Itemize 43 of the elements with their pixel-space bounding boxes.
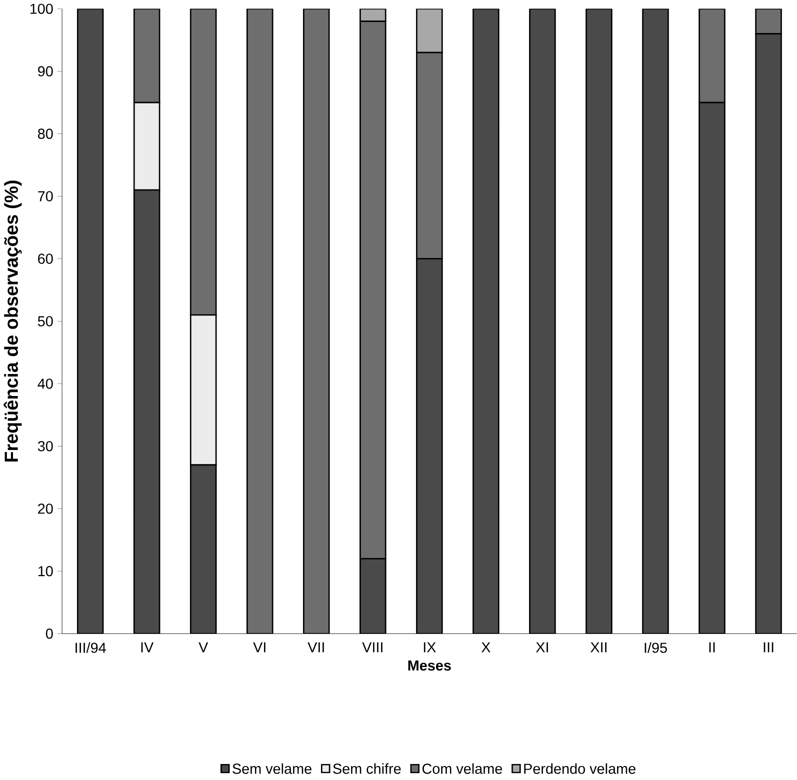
bar — [642, 8, 669, 634]
y-tick-label: 90 — [38, 66, 53, 76]
y-tick-label: 100 — [30, 4, 53, 14]
x-tick-label: III — [764, 642, 774, 652]
x-tick-label: V — [198, 642, 208, 652]
y-tick-label: 30 — [38, 441, 53, 452]
y-tick-label: 0 — [46, 628, 53, 639]
legend-label: Sem chifre — [333, 763, 401, 774]
y-tick-label: 50 — [38, 316, 53, 326]
bar — [416, 8, 443, 54]
bar — [698, 8, 726, 104]
x-tick-label: XI — [536, 642, 548, 652]
x-tick-label: XII — [590, 642, 606, 652]
y-tick-label: 40 — [38, 378, 53, 389]
bar — [76, 8, 104, 634]
bar — [472, 8, 500, 634]
x-tick-label: IX — [424, 642, 436, 652]
x-tick-label: III/94 — [76, 642, 106, 653]
x-tick-label: IV — [141, 642, 154, 652]
bar — [133, 8, 160, 104]
x-tick-label: VIII — [362, 642, 382, 652]
x-tick-label: VII — [308, 642, 324, 652]
x-tick-label: VI — [253, 642, 266, 652]
y-tick-label: 20 — [38, 504, 53, 514]
bar — [303, 8, 330, 634]
legend-label: Perdendo velame — [524, 763, 636, 774]
bar — [360, 20, 386, 560]
y-axis-title: Freqüência de observações (%) — [4, 180, 22, 462]
bar — [246, 8, 274, 634]
x-tick-label: I/95 — [644, 642, 667, 653]
bar — [416, 52, 443, 260]
x-tick-label: X — [481, 642, 490, 652]
x-axis-title: Meses — [408, 660, 451, 671]
legend-label: Com velame — [422, 763, 502, 774]
legend-label: Sem velame — [232, 763, 312, 774]
x-tick-label: II — [709, 642, 715, 652]
bar — [529, 8, 556, 634]
bar — [190, 8, 217, 316]
y-tick-label: 10 — [38, 566, 53, 576]
y-tick-label: 60 — [38, 254, 53, 264]
bar — [586, 8, 612, 634]
y-tick-label: 70 — [38, 191, 53, 202]
y-tick-label: 80 — [38, 128, 53, 139]
